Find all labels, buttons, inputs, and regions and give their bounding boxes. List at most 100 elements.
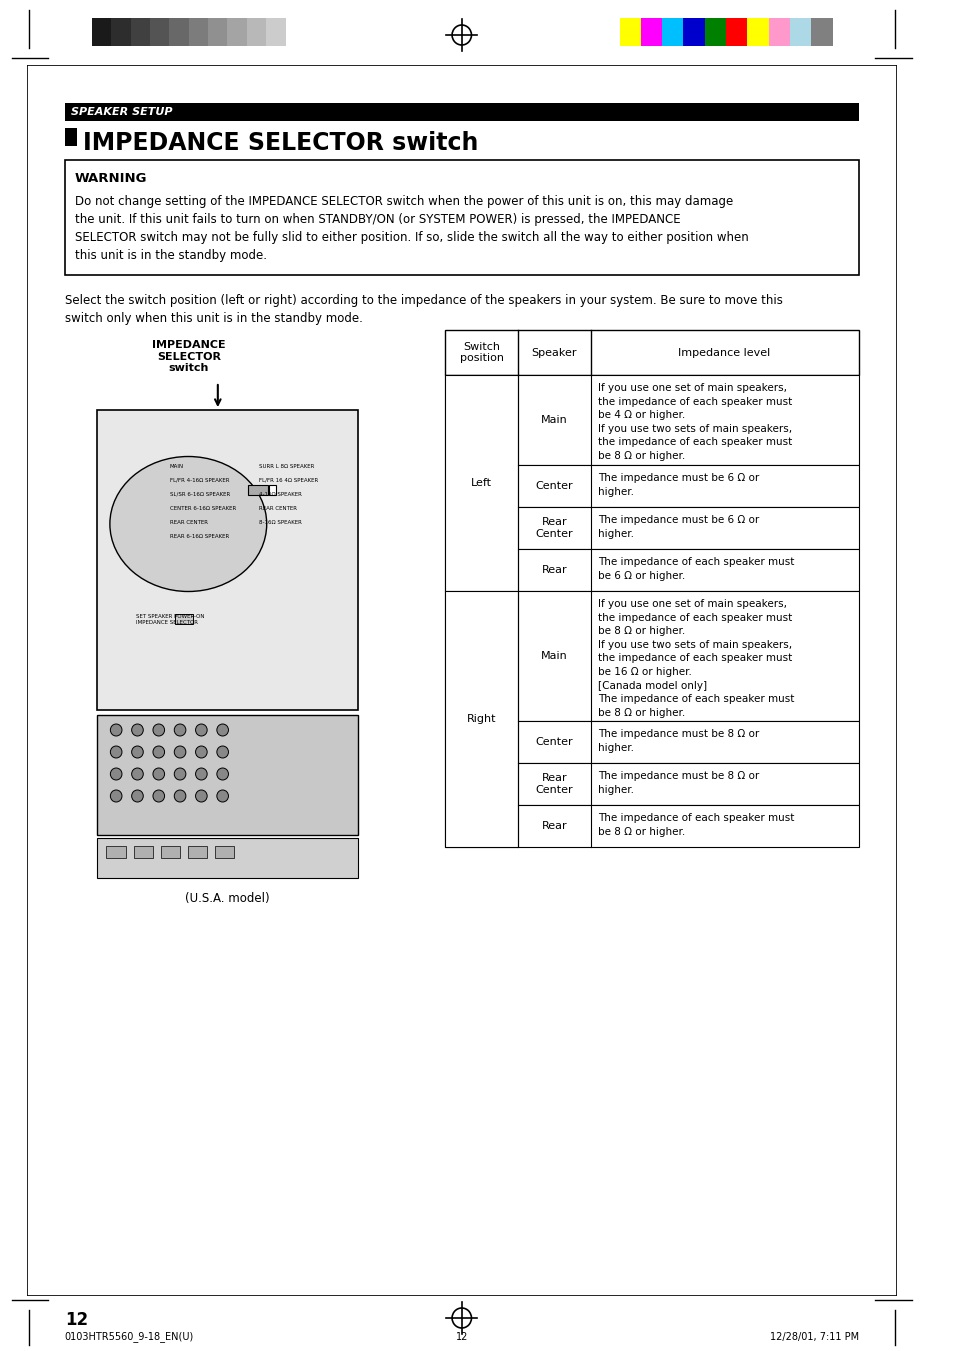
Circle shape (111, 746, 122, 758)
Circle shape (132, 767, 143, 780)
Bar (445, 549, 858, 590)
Bar (266, 18, 285, 46)
Text: If you use one set of main speakers,
the impedance of each speaker must
be 4 Ω o: If you use one set of main speakers, the… (598, 382, 792, 461)
Text: Main: Main (540, 415, 567, 426)
Text: SL/SR 6-16Ω SPEAKER: SL/SR 6-16Ω SPEAKER (170, 492, 230, 497)
Bar (170, 18, 189, 46)
Text: MAIN: MAIN (170, 463, 184, 469)
Bar (96, 838, 357, 878)
Bar (248, 485, 268, 494)
Bar (445, 590, 858, 721)
Bar (445, 721, 858, 763)
Circle shape (195, 767, 207, 780)
Bar (445, 507, 858, 549)
Bar (96, 715, 357, 835)
Bar (445, 376, 517, 590)
Text: The impedance must be 8 Ω or
higher.: The impedance must be 8 Ω or higher. (598, 730, 759, 753)
Text: REAR 6-16Ω SPEAKER: REAR 6-16Ω SPEAKER (170, 534, 229, 539)
Bar (247, 18, 266, 46)
Ellipse shape (110, 457, 267, 592)
Bar (285, 18, 305, 46)
Bar (746, 18, 768, 46)
Bar (661, 18, 682, 46)
Text: Right: Right (466, 713, 496, 724)
Bar (789, 18, 810, 46)
Circle shape (132, 746, 143, 758)
Circle shape (152, 746, 165, 758)
Text: Rear
Center: Rear Center (535, 773, 573, 794)
Bar (445, 376, 858, 465)
Bar (704, 18, 725, 46)
Text: Switch
position: Switch position (459, 342, 503, 363)
Text: The impedance of each speaker must
be 8 Ω or higher.: The impedance of each speaker must be 8 … (598, 813, 794, 836)
Bar (445, 805, 858, 847)
Text: WARNING: WARNING (74, 172, 147, 185)
Text: 4-16Ω SPEAKER: 4-16Ω SPEAKER (258, 492, 301, 497)
Circle shape (216, 724, 228, 736)
Text: 8-16Ω SPEAKER: 8-16Ω SPEAKER (258, 520, 301, 526)
Circle shape (132, 790, 143, 802)
Bar (65, 128, 77, 146)
Circle shape (111, 724, 122, 736)
Text: Speaker: Speaker (531, 347, 577, 358)
Text: Do not change setting of the IMPEDANCE SELECTOR switch when the power of this un: Do not change setting of the IMPEDANCE S… (74, 195, 747, 262)
Text: CENTER 6-16Ω SPEAKER: CENTER 6-16Ω SPEAKER (170, 507, 236, 511)
Text: Rear
Center: Rear Center (535, 517, 573, 539)
Bar (445, 330, 858, 376)
Text: Center: Center (535, 738, 573, 747)
Bar (189, 18, 208, 46)
Bar (208, 18, 227, 46)
Text: FL/FR 4-16Ω SPEAKER: FL/FR 4-16Ω SPEAKER (170, 478, 230, 484)
Text: REAR CENTER: REAR CENTER (258, 507, 296, 511)
Circle shape (174, 767, 186, 780)
Text: Main: Main (540, 651, 567, 661)
Text: Left: Left (471, 478, 492, 488)
Bar (65, 159, 858, 276)
Text: SURR L 8Ω SPEAKER: SURR L 8Ω SPEAKER (258, 463, 314, 469)
Text: The impedance must be 6 Ω or
higher.: The impedance must be 6 Ω or higher. (598, 473, 759, 497)
Bar (640, 18, 661, 46)
Bar (175, 613, 193, 624)
Bar (725, 18, 746, 46)
Text: SPEAKER SETUP: SPEAKER SETUP (71, 107, 172, 118)
Circle shape (195, 724, 207, 736)
Text: Select the switch position (left or right) according to the impedance of the spe: Select the switch position (left or righ… (65, 295, 781, 326)
Bar (91, 18, 112, 46)
Bar (160, 846, 180, 858)
Bar (150, 18, 170, 46)
Circle shape (216, 790, 228, 802)
Text: The impedance must be 6 Ω or
higher.: The impedance must be 6 Ω or higher. (598, 515, 759, 539)
Circle shape (174, 746, 186, 758)
Circle shape (216, 746, 228, 758)
Text: Center: Center (535, 481, 573, 490)
Circle shape (174, 724, 186, 736)
Text: Rear: Rear (541, 821, 566, 831)
Text: Impedance level: Impedance level (678, 347, 770, 358)
Bar (112, 18, 131, 46)
Bar (227, 18, 247, 46)
Bar (96, 409, 357, 711)
Text: IMPEDANCE SELECTOR switch: IMPEDANCE SELECTOR switch (83, 131, 478, 155)
Bar (214, 846, 234, 858)
Bar (445, 465, 858, 507)
Bar (445, 763, 858, 805)
Circle shape (111, 767, 122, 780)
Circle shape (132, 724, 143, 736)
Circle shape (195, 790, 207, 802)
Circle shape (216, 767, 228, 780)
Text: REAR CENTER: REAR CENTER (170, 520, 208, 526)
Text: 0103HTR5560_9-18_EN(U): 0103HTR5560_9-18_EN(U) (65, 1332, 193, 1343)
Text: The impedance must be 8 Ω or
higher.: The impedance must be 8 Ω or higher. (598, 771, 759, 794)
Bar (65, 103, 858, 122)
Text: If you use one set of main speakers,
the impedance of each speaker must
be 8 Ω o: If you use one set of main speakers, the… (598, 598, 794, 717)
Bar (810, 18, 832, 46)
Bar (269, 485, 276, 494)
Bar (768, 18, 789, 46)
Bar (107, 846, 126, 858)
Circle shape (152, 790, 165, 802)
Circle shape (152, 724, 165, 736)
Text: Rear: Rear (541, 565, 566, 576)
Circle shape (152, 767, 165, 780)
Circle shape (195, 746, 207, 758)
Text: 12/28/01, 7:11 PM: 12/28/01, 7:11 PM (769, 1332, 858, 1342)
